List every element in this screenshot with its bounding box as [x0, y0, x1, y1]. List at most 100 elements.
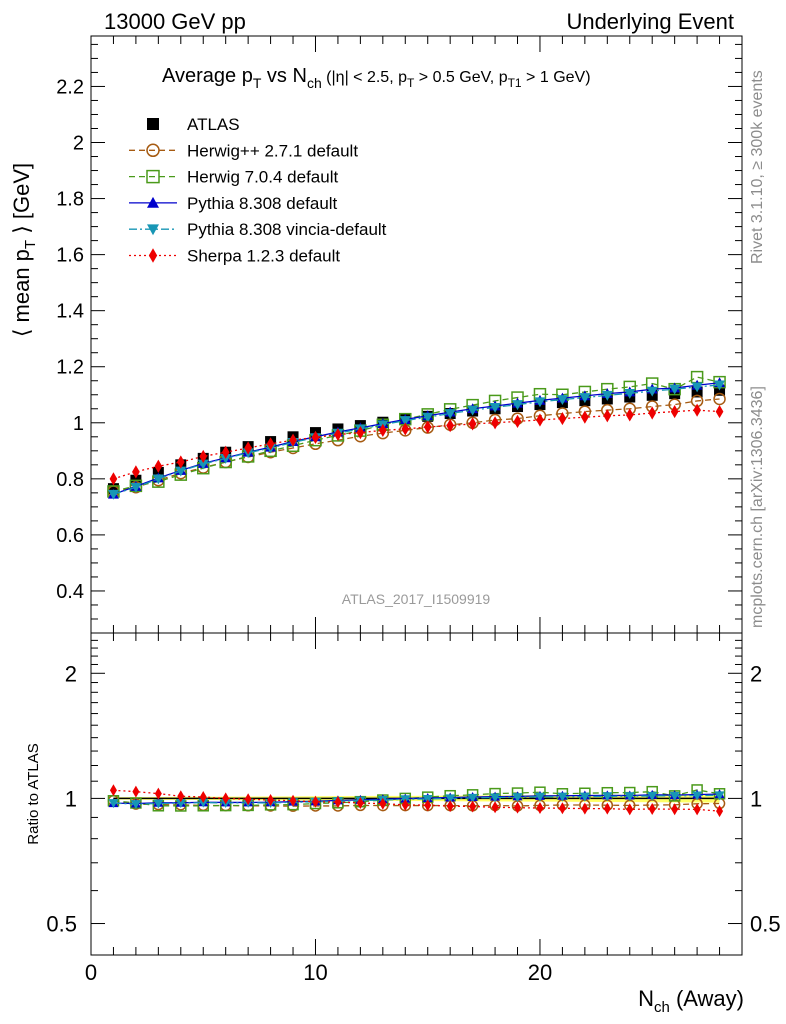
data-point-sherpa-1-2-3-default	[221, 445, 230, 459]
legend: ATLAS Herwig++ 2.7.1 default Herwig 7.0.4 …	[129, 115, 387, 266]
ratio-series-group	[107, 784, 726, 818]
data-point-sherpa-1-2-3-default	[603, 802, 611, 815]
data-point-pythia-8-308-vincia-default	[512, 793, 523, 803]
series-line-sherpa-1-2-3-default	[113, 409, 720, 480]
data-point-pythia-8-308-vincia-default	[489, 402, 501, 413]
data-point-sherpa-1-2-3-default	[334, 796, 342, 809]
legend-marker	[146, 169, 160, 184]
legend-label: Herwig++ 2.7.1 default	[187, 141, 358, 160]
data-point-sherpa-1-2-3-default	[356, 425, 365, 440]
data-point-pythia-8-308-vincia-default	[467, 793, 478, 803]
data-point-pythia-8-308-vincia-default	[444, 409, 456, 420]
data-point-pythia-8-308-vincia-default	[175, 466, 187, 477]
ratio-y-tick-label-right: 1	[750, 786, 762, 811]
data-point-sherpa-1-2-3-default	[716, 805, 724, 818]
data-point-sherpa-1-2-3-default	[603, 409, 612, 423]
data-point-sherpa-1-2-3-default	[267, 794, 275, 807]
series-line-pythia-8-308-vincia-default	[113, 794, 720, 805]
legend-item: Sherpa 1.2.3 default	[129, 247, 340, 266]
y-tick-label: 1.4	[56, 301, 84, 323]
data-point-sherpa-1-2-3-default	[625, 408, 634, 422]
data-point-sherpa-1-2-3-default	[222, 792, 230, 805]
data-point-herwig-2-7-1-default	[713, 392, 726, 406]
y-tick-label: 0.8	[56, 469, 84, 491]
data-point-sherpa-1-2-3-default	[514, 801, 522, 814]
data-point-sherpa-1-2-3-default	[379, 797, 387, 810]
x-tick-label: 10	[303, 960, 327, 985]
y-tick-label: 0.6	[56, 525, 84, 547]
x-tick-label: 20	[528, 960, 552, 985]
data-point-pythia-8-308-vincia-default	[107, 489, 119, 500]
y-tick-label: 1.2	[56, 357, 84, 379]
legend-marker	[147, 224, 159, 236]
data-point-pythia-8-308-vincia-default	[130, 800, 141, 810]
data-point-sherpa-1-2-3-default	[581, 802, 589, 815]
y-tick-label: 2.2	[56, 76, 84, 98]
data-point-pythia-8-308-vincia-default	[534, 792, 545, 802]
legend-label: ATLAS	[187, 115, 240, 134]
header-left: 13000 GeV pp	[104, 9, 246, 34]
x-axis-label: Nch (Away)	[638, 986, 744, 1016]
data-point-pythia-8-308-vincia-default	[534, 397, 546, 408]
header-right: Underlying Event	[566, 9, 734, 34]
data-point-sherpa-1-2-3-default	[244, 441, 252, 455]
ratio-y-axis: 0.5 0.5 1 1 2 2	[46, 639, 781, 937]
data-point-pythia-8-308-vincia-default	[624, 388, 636, 399]
legend-label: Pythia 8.308 vincia-default	[187, 220, 387, 239]
main-y-axis: 0.4 0.6 0.8 1 1.2 1.4 1.6 1.8 2 2.2	[56, 43, 742, 620]
data-point-pythia-8-308-vincia-default	[422, 412, 434, 423]
legend-item: Pythia 8.308 vincia-default	[129, 220, 387, 239]
data-point-pythia-8-308-vincia-default	[490, 793, 501, 803]
data-point-sherpa-1-2-3-default	[199, 449, 208, 464]
data-point-sherpa-1-2-3-default	[401, 798, 409, 811]
data-point-sherpa-1-2-3-default	[648, 406, 657, 420]
data-point-sherpa-1-2-3-default	[311, 795, 319, 808]
legend-item: Herwig++ 2.7.1 default	[129, 141, 358, 160]
data-point-sherpa-1-2-3-default	[491, 416, 499, 430]
data-point-sherpa-1-2-3-default	[132, 465, 140, 479]
data-point-pythia-8-308-vincia-default	[646, 386, 658, 397]
data-point-sherpa-1-2-3-default	[648, 802, 656, 815]
series-line-sherpa-1-2-3-default	[113, 789, 720, 812]
data-point-atlas	[107, 483, 119, 495]
main-series-group	[107, 370, 726, 500]
data-point-sherpa-1-2-3-default	[109, 784, 117, 797]
data-point-pythia-8-308-vincia-default	[557, 792, 568, 802]
mcplots-label: mcplots.cern.ch [arXiv:1306.3436]	[749, 386, 766, 628]
data-point-pythia-8-308-vincia-default	[692, 791, 703, 801]
data-point-sherpa-1-2-3-default	[401, 422, 410, 436]
legend-item: Herwig 7.0.4 default	[129, 168, 338, 187]
legend-marker	[147, 196, 159, 208]
data-point-sherpa-1-2-3-default	[558, 802, 566, 815]
data-point-sherpa-1-2-3-default	[423, 420, 432, 434]
data-point-pythia-8-308-vincia-default	[153, 799, 164, 809]
data-point-sherpa-1-2-3-default	[109, 472, 118, 486]
data-point-pythia-8-308-vincia-default	[512, 400, 524, 411]
series-line-herwig-7-0-4-default	[113, 376, 720, 493]
data-point-pythia-8-308-vincia-default	[714, 380, 726, 391]
data-point-sherpa-1-2-3-default	[311, 430, 320, 444]
rivet-version-label: Rivet 3.1.10, ≥ 300k events	[749, 70, 766, 264]
legend-marker	[147, 118, 159, 130]
analysis-watermark: ATLAS_2017_I1509919	[342, 591, 491, 607]
x-tick-label: 0	[85, 960, 97, 985]
ratio-panel-frame	[90, 632, 743, 956]
ratio-y-tick-label: 1	[65, 786, 77, 811]
data-point-pythia-8-308-vincia-default	[556, 395, 568, 406]
y-tick-label: 0.4	[56, 581, 84, 603]
data-point-sherpa-1-2-3-default	[266, 437, 275, 451]
legend-item: ATLAS	[147, 115, 240, 134]
data-point-pythia-8-308-vincia-default	[399, 416, 411, 427]
data-point-sherpa-1-2-3-default	[154, 459, 163, 473]
data-point-sherpa-1-2-3-default	[378, 423, 387, 437]
data-point-pythia-8-308-vincia-default	[175, 799, 186, 809]
data-point-sherpa-1-2-3-default	[446, 800, 454, 813]
data-point-pythia-8-308-vincia-default	[647, 791, 658, 801]
data-point-sherpa-1-2-3-default	[513, 414, 522, 428]
data-point-pythia-8-308-vincia-default	[108, 799, 119, 809]
data-point-sherpa-1-2-3-default	[424, 799, 432, 812]
data-point-pythia-8-308-vincia-default	[601, 390, 613, 401]
data-point-pythia-8-308-vincia-default	[579, 393, 591, 404]
y-tick-label: 1	[73, 413, 84, 435]
